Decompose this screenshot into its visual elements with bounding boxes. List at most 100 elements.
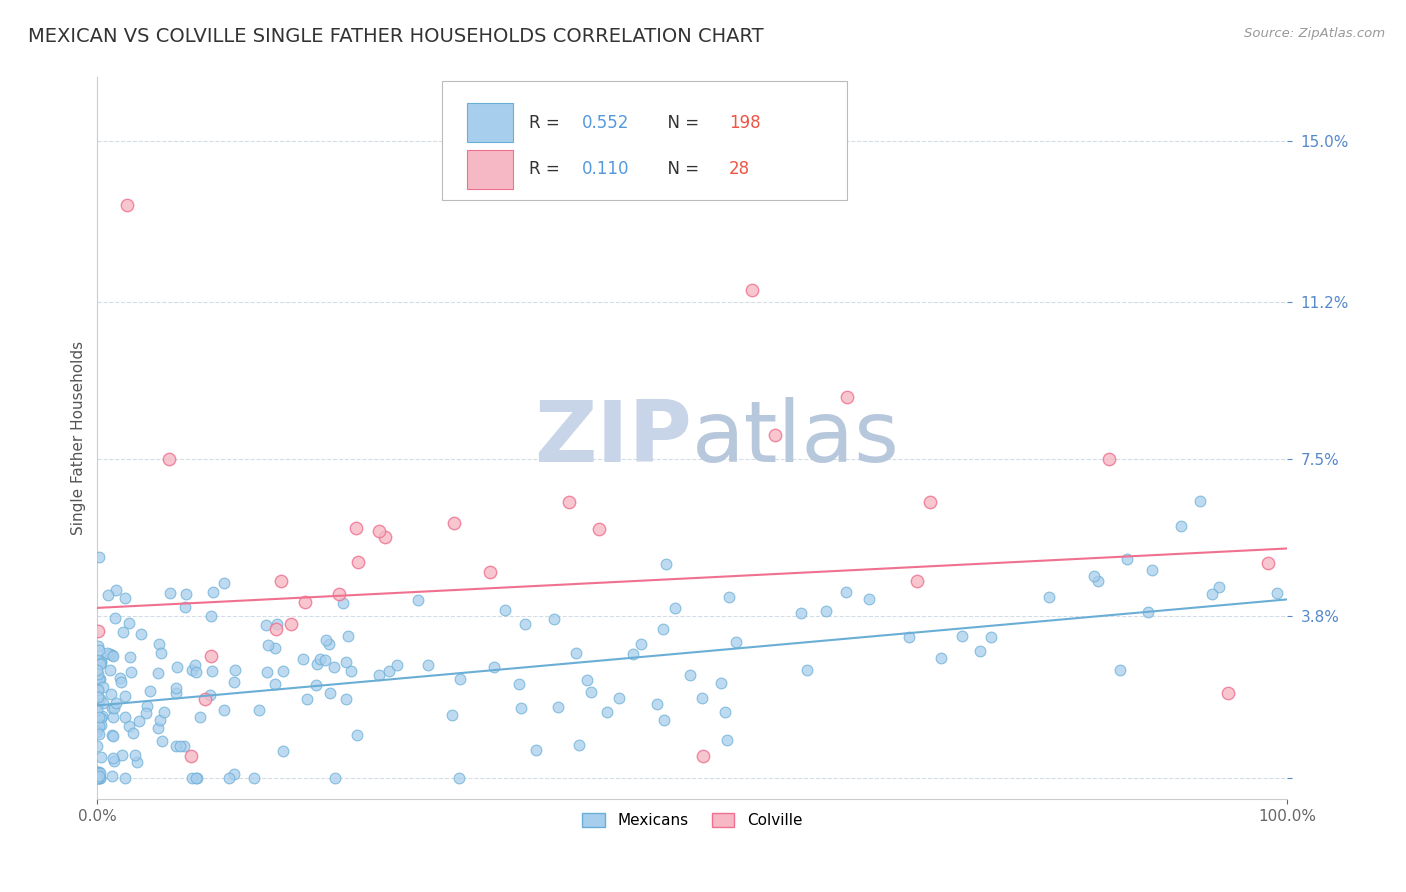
Point: [1257, 556, 1279, 570]
Point: [86, 765, 108, 780]
Point: [309, 652, 332, 666]
Point: [679, 668, 702, 682]
Point: [920, 495, 942, 509]
Point: [654, 713, 676, 727]
Point: [111, 625, 134, 640]
Point: [87, 672, 110, 686]
Point: [1083, 569, 1105, 583]
Point: [87, 624, 110, 638]
Point: [105, 696, 128, 710]
Point: [318, 686, 340, 700]
Point: [929, 651, 952, 665]
Point: [214, 576, 236, 591]
Point: [180, 749, 202, 764]
Point: [950, 629, 973, 643]
Point: [148, 665, 170, 680]
Text: R =: R =: [529, 113, 565, 131]
Point: [114, 591, 136, 605]
Point: [443, 516, 465, 530]
Point: [87, 697, 110, 711]
Point: [280, 617, 302, 632]
Point: [89, 771, 111, 785]
Point: [101, 648, 124, 662]
Point: [328, 587, 350, 601]
Point: [159, 585, 181, 599]
Point: [135, 698, 157, 713]
Point: [98, 663, 121, 677]
Point: [139, 683, 162, 698]
Text: 0.552: 0.552: [582, 113, 628, 131]
Point: [513, 617, 536, 632]
Point: [157, 452, 180, 467]
Point: [90, 718, 112, 732]
Point: [1201, 587, 1223, 601]
Point: [347, 555, 370, 569]
Text: N =: N =: [657, 113, 704, 131]
Point: [318, 637, 340, 651]
Point: [200, 609, 222, 624]
Text: atlas: atlas: [692, 397, 900, 480]
Point: [765, 428, 787, 442]
Point: [581, 684, 603, 698]
Point: [645, 698, 668, 712]
Point: [335, 656, 357, 670]
Point: [408, 593, 430, 607]
Point: [87, 768, 110, 782]
Point: [576, 673, 599, 687]
Point: [104, 611, 127, 625]
Point: [200, 649, 222, 664]
Point: [741, 283, 763, 297]
Point: [91, 680, 114, 694]
Point: [294, 595, 316, 609]
Point: [222, 675, 245, 690]
Point: [87, 667, 110, 681]
FancyBboxPatch shape: [443, 81, 846, 200]
Point: [100, 687, 122, 701]
Point: [558, 495, 581, 509]
Point: [264, 622, 287, 636]
Point: [115, 198, 138, 212]
Point: [655, 557, 678, 571]
Point: [101, 649, 124, 664]
Point: [314, 653, 336, 667]
Point: [335, 692, 357, 706]
Point: [104, 582, 127, 597]
Point: [1136, 605, 1159, 619]
Point: [1116, 552, 1139, 566]
Point: [796, 663, 818, 677]
Point: [273, 744, 295, 758]
Point: [118, 616, 141, 631]
Point: [266, 617, 288, 632]
Point: [166, 659, 188, 673]
Point: [307, 657, 329, 671]
Point: [212, 703, 235, 717]
Point: [385, 657, 408, 672]
Point: [86, 723, 108, 738]
Point: [716, 732, 738, 747]
Point: [89, 771, 111, 785]
Point: [149, 646, 172, 660]
Point: [103, 700, 125, 714]
Point: [1216, 686, 1239, 700]
Point: [120, 665, 142, 679]
Point: [630, 637, 652, 651]
Point: [89, 766, 111, 780]
Point: [86, 683, 108, 698]
Point: [90, 749, 112, 764]
Point: [692, 691, 714, 706]
Point: [344, 521, 367, 535]
Point: [295, 692, 318, 706]
Point: [101, 701, 124, 715]
Point: [323, 660, 346, 674]
Point: [224, 767, 246, 781]
Point: [101, 729, 124, 743]
Point: [86, 652, 108, 666]
Point: [1109, 663, 1132, 677]
Point: [93, 696, 115, 710]
Point: [165, 681, 187, 695]
Point: [129, 627, 152, 641]
Point: [108, 671, 131, 685]
Point: [101, 727, 124, 741]
Point: [183, 658, 205, 673]
Point: [524, 743, 547, 757]
